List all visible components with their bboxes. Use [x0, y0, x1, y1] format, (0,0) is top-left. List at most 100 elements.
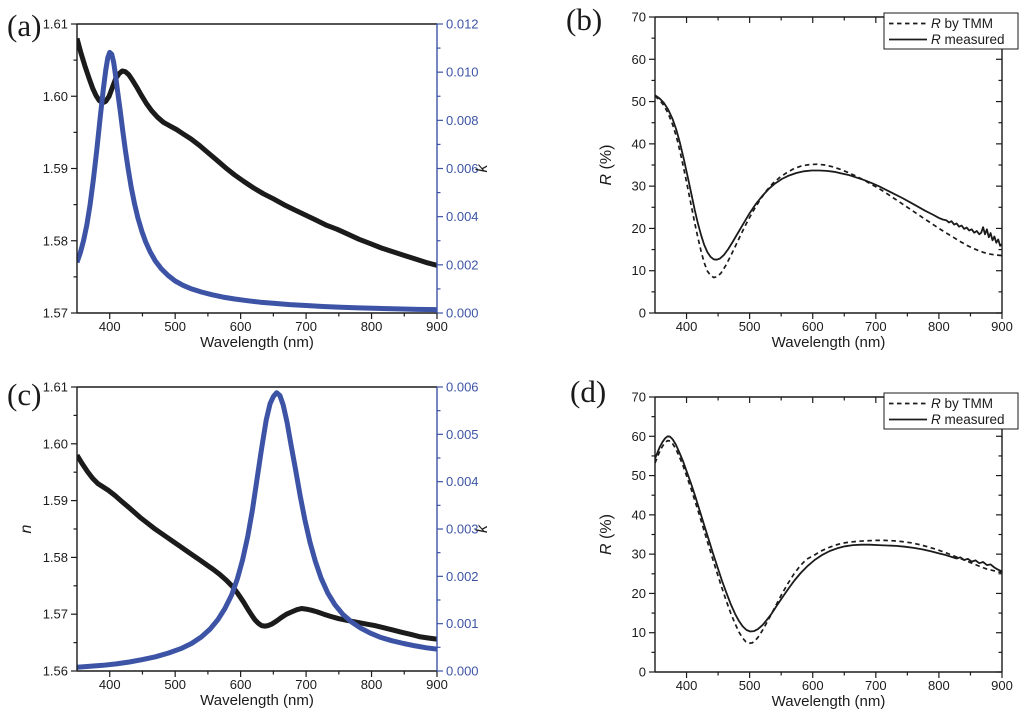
svg-text:0.003: 0.003 — [446, 522, 479, 537]
series-group — [77, 390, 437, 670]
svg-text:0.001: 0.001 — [446, 616, 479, 631]
curve-R-measured — [655, 435, 1002, 633]
svg-text:900: 900 — [426, 319, 448, 334]
svg-text:70: 70 — [632, 10, 646, 25]
x-axis-title: Wavelength (nm) — [200, 334, 314, 351]
curve-R-measured — [655, 94, 1002, 261]
y-axis-title: R (%) — [598, 145, 615, 186]
svg-text:30: 30 — [632, 547, 646, 562]
svg-text:0.004: 0.004 — [446, 209, 479, 224]
panel-d: 400 500 600 700 800 900 0 10 20 30 40 50 60 70 Wavelen… — [598, 390, 1019, 711]
svg-text:400: 400 — [99, 319, 121, 334]
panel-label-a: (a) — [7, 8, 42, 43]
svg-text:0.006: 0.006 — [446, 380, 479, 395]
axes: 400 500 600 700 800 900 1.57 1.58 1.59 1.60 1.61 0.… — [43, 17, 491, 352]
svg-text:0: 0 — [639, 665, 646, 680]
svg-text:800: 800 — [928, 678, 950, 693]
series-group — [655, 435, 1002, 645]
curve-R-by-TMM — [655, 95, 1002, 279]
svg-text:800: 800 — [361, 319, 383, 334]
svg-text:10: 10 — [632, 625, 646, 640]
svg-text:800: 800 — [361, 677, 383, 692]
svg-text:500: 500 — [164, 677, 186, 692]
y2-axis-title: k — [474, 524, 491, 533]
svg-text:1.57: 1.57 — [43, 607, 68, 622]
svg-text:600: 600 — [230, 677, 252, 692]
svg-text:20: 20 — [632, 586, 646, 601]
svg-text:900: 900 — [426, 677, 448, 692]
svg-text:70: 70 — [632, 390, 646, 405]
panel-b: 400 500 600 700 800 900 0 10 20 30 40 50 60 70 Wavelen… — [598, 10, 1019, 352]
svg-text:700: 700 — [295, 319, 317, 334]
svg-text:600: 600 — [802, 678, 824, 693]
y-axis-title: n — [18, 524, 35, 533]
x-axis-title: Wavelength (nm) — [772, 334, 886, 351]
svg-text:800: 800 — [928, 319, 950, 334]
panel-label-c: (c) — [7, 377, 42, 412]
series-group — [77, 37, 437, 313]
svg-text:600: 600 — [230, 319, 252, 334]
axes: 400 500 600 700 800 900 1.56 1.57 1.58 1.59 1.60 1.… — [18, 380, 491, 710]
svg-text:0.012: 0.012 — [446, 17, 479, 32]
svg-text:40: 40 — [632, 136, 646, 151]
svg-text:0.010: 0.010 — [446, 65, 479, 80]
x-axis-title: Wavelength (nm) — [772, 693, 886, 710]
curve-k — [77, 49, 437, 313]
svg-text:0.002: 0.002 — [446, 569, 479, 584]
svg-text:400: 400 — [676, 319, 698, 334]
svg-text:900: 900 — [991, 678, 1013, 693]
svg-text:60: 60 — [632, 429, 646, 444]
svg-text:500: 500 — [739, 678, 761, 693]
y-axis-title: R (%) — [598, 514, 615, 555]
svg-text:0.002: 0.002 — [446, 257, 479, 272]
svg-text:0.006: 0.006 — [446, 161, 479, 176]
y2-axis-title: k — [474, 164, 491, 173]
axes: 400 500 600 700 800 900 0 10 20 30 40 50 60 70 Wavelen… — [598, 10, 1013, 352]
curve-n — [77, 37, 437, 268]
curve-R-by-TMM — [655, 439, 1002, 645]
svg-text:20: 20 — [632, 221, 646, 236]
svg-text:0: 0 — [639, 306, 646, 321]
svg-text:R measured: R measured — [931, 32, 1005, 47]
svg-text:60: 60 — [632, 52, 646, 67]
panel-c: 400 500 600 700 800 900 1.56 1.57 1.58 1.59 1.60 1.… — [18, 380, 491, 710]
svg-text:700: 700 — [865, 319, 887, 334]
svg-text:30: 30 — [632, 179, 646, 194]
svg-text:600: 600 — [802, 319, 824, 334]
svg-text:500: 500 — [739, 319, 761, 334]
svg-text:0.000: 0.000 — [446, 664, 479, 679]
svg-text:700: 700 — [295, 677, 317, 692]
svg-text:50: 50 — [632, 468, 646, 483]
svg-text:900: 900 — [991, 319, 1013, 334]
svg-text:500: 500 — [164, 319, 186, 334]
svg-text:1.58: 1.58 — [43, 550, 68, 565]
svg-text:400: 400 — [99, 677, 121, 692]
svg-text:R by TMM: R by TMM — [931, 396, 993, 411]
svg-text:0.004: 0.004 — [446, 474, 479, 489]
axes: 400 500 600 700 800 900 0 10 20 30 40 50 60 70 Wavelen… — [598, 390, 1013, 711]
svg-text:1.58: 1.58 — [43, 233, 68, 248]
svg-text:40: 40 — [632, 507, 646, 522]
svg-text:0.005: 0.005 — [446, 427, 479, 442]
svg-text:0.000: 0.000 — [446, 306, 479, 321]
svg-text:1.57: 1.57 — [43, 306, 68, 321]
svg-text:R by TMM: R by TMM — [931, 16, 993, 31]
svg-text:1.61: 1.61 — [43, 17, 68, 32]
series-group — [655, 94, 1002, 279]
svg-text:1.56: 1.56 — [43, 664, 68, 679]
panel-a: 400 500 600 700 800 900 1.57 1.58 1.59 1.60 1.61 0.… — [43, 17, 491, 352]
panel-label-b: (b) — [566, 2, 603, 37]
curve-k — [77, 390, 437, 670]
svg-text:1.60: 1.60 — [43, 436, 68, 451]
svg-text:1.61: 1.61 — [43, 380, 68, 395]
svg-text:1.59: 1.59 — [43, 493, 68, 508]
svg-text:50: 50 — [632, 94, 646, 109]
panel-label-d: (d) — [570, 374, 607, 409]
svg-text:400: 400 — [676, 678, 698, 693]
svg-text:1.60: 1.60 — [43, 89, 68, 104]
svg-text:700: 700 — [865, 678, 887, 693]
